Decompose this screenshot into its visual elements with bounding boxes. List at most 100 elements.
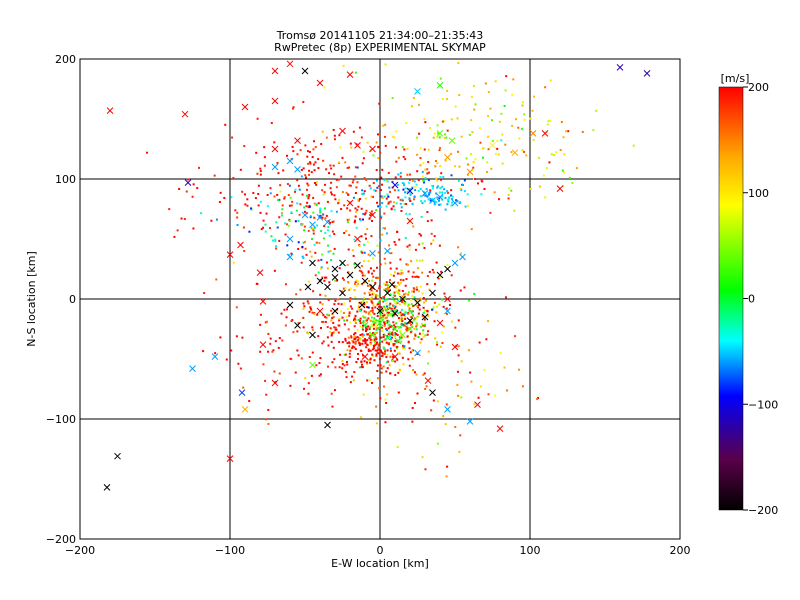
data-dot — [390, 313, 393, 316]
data-dot — [288, 204, 291, 207]
data-dot — [407, 303, 410, 306]
data-dot — [390, 273, 393, 276]
data-dot — [470, 380, 473, 383]
data-dot — [421, 315, 424, 318]
data-dot — [441, 98, 444, 101]
data-dot — [322, 314, 325, 317]
data-dot — [323, 279, 326, 282]
data-cross — [316, 307, 324, 315]
data-dot — [410, 298, 413, 301]
x-tick-label: 0 — [377, 544, 384, 557]
data-dot — [379, 315, 382, 318]
data-dot — [309, 162, 312, 165]
data-dot — [319, 207, 322, 210]
data-dot — [370, 298, 373, 301]
data-dot — [379, 314, 382, 317]
data-dot — [281, 204, 284, 207]
data-dot — [346, 307, 349, 310]
data-dot — [314, 146, 317, 149]
data-dot — [404, 203, 407, 206]
data-dot — [305, 253, 308, 256]
data-dot — [297, 184, 300, 187]
colorbar-label: [m/s] — [721, 72, 750, 85]
data-dot — [363, 360, 366, 363]
data-dot — [403, 345, 406, 348]
data-dot — [487, 114, 490, 117]
data-dot — [347, 281, 350, 284]
data-dot — [396, 333, 399, 336]
data-dot — [395, 267, 398, 270]
data-cross — [406, 317, 414, 324]
data-dot — [386, 311, 389, 314]
data-dot — [521, 127, 524, 130]
data-dot — [360, 136, 363, 139]
data-dot — [317, 335, 320, 338]
data-dot — [483, 187, 486, 190]
data-dot — [348, 184, 351, 187]
data-dot — [426, 312, 429, 315]
data-dot — [412, 97, 415, 100]
data-dot — [490, 167, 493, 170]
data-dot — [367, 359, 370, 362]
data-dot — [361, 333, 364, 336]
data-dot — [263, 146, 266, 149]
data-dot — [365, 326, 368, 329]
data-dot — [378, 298, 381, 301]
data-dot — [507, 197, 510, 200]
data-dot — [480, 179, 483, 182]
data-dot — [392, 296, 395, 299]
data-dot — [385, 281, 388, 284]
data-dot — [324, 320, 327, 323]
data-dot — [241, 190, 244, 193]
data-dot — [389, 261, 392, 264]
data-dot — [380, 215, 383, 218]
data-dot — [313, 216, 316, 219]
data-dot — [430, 232, 433, 235]
data-dot — [469, 153, 472, 156]
data-dot — [501, 162, 504, 165]
data-dot — [397, 291, 400, 294]
data-dot — [352, 379, 355, 382]
data-dot — [467, 349, 470, 352]
data-dot — [323, 225, 326, 228]
data-dot — [354, 342, 357, 345]
data-dot — [400, 206, 403, 209]
data-dot — [278, 216, 281, 219]
data-dot — [191, 195, 194, 198]
data-dot — [365, 311, 368, 314]
data-dot — [395, 130, 398, 133]
data-dot — [362, 324, 365, 327]
data-dot — [308, 173, 311, 176]
data-dot — [289, 196, 292, 199]
data-dot — [503, 366, 506, 369]
data-dot — [256, 117, 259, 120]
data-dot — [330, 309, 333, 312]
data-dot — [479, 385, 482, 388]
data-dot — [377, 342, 380, 345]
data-dot — [402, 155, 405, 158]
data-dot — [423, 148, 426, 151]
data-dot — [285, 316, 288, 319]
data-dot — [387, 314, 390, 317]
data-dot — [394, 334, 397, 337]
data-dot — [319, 293, 322, 296]
data-dot — [380, 326, 383, 329]
data-cross — [103, 484, 111, 491]
data-dot — [389, 267, 392, 270]
data-dot — [386, 335, 389, 338]
data-dot — [563, 153, 566, 156]
data-dot — [297, 247, 300, 250]
data-dot — [337, 302, 340, 305]
data-dot — [335, 210, 338, 213]
colorbar-tick-label: −200 — [748, 504, 778, 517]
data-dot — [354, 207, 357, 210]
data-dot — [309, 161, 312, 164]
data-dot — [555, 151, 558, 154]
data-dot — [307, 392, 310, 395]
data-dot — [394, 309, 397, 312]
data-dot — [463, 286, 466, 289]
data-dot — [393, 291, 396, 294]
x-tick-label: 200 — [670, 544, 691, 557]
data-dot — [592, 129, 595, 132]
data-dot — [390, 336, 393, 339]
